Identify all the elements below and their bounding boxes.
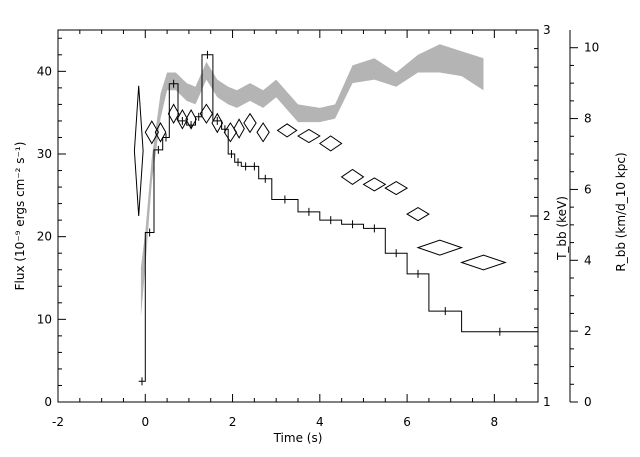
x-tick-label-5: 8	[491, 415, 499, 429]
y-left-tick-label-3: 30	[37, 147, 52, 161]
y-right-outer-tick-label-2: 4	[584, 253, 592, 267]
y-left-tick-label-0: 0	[44, 395, 52, 409]
x-tick-label-2: 2	[229, 415, 237, 429]
temperature-diamond-10	[243, 112, 257, 134]
y-axis-left-label: Flux (10⁻⁹ ergs cm⁻² s⁻¹)	[13, 142, 27, 291]
y-right-outer-tick-label-0: 0	[584, 395, 592, 409]
y-left-tick-label-1: 10	[37, 312, 52, 326]
temperature-diamond-14	[318, 135, 343, 152]
x-tick-label-3: 4	[316, 415, 324, 429]
temperature-diamond-20	[460, 254, 507, 271]
radius-band-layer	[140, 44, 484, 317]
y-left-tick-label-2: 20	[37, 230, 52, 244]
flux-histogram-line	[138, 54, 538, 382]
temperature-diamond-13	[297, 128, 321, 144]
temperature-diamond-12	[276, 123, 298, 138]
x-axis-label: Time (s)	[273, 431, 323, 445]
y-right-outer-tick-label-4: 8	[584, 112, 592, 126]
temperature-diamond-7	[211, 112, 224, 134]
temperature-diamond-0	[133, 85, 144, 217]
flux-histogram-layer	[138, 50, 538, 386]
temperature-diamond-16	[362, 177, 387, 192]
temperature-diamond-19	[416, 239, 464, 256]
y-right-outer-tick-label-5: 10	[584, 41, 599, 55]
y-right-outer-tick-label-3: 6	[584, 182, 592, 196]
y-right-inner-tick-label-1: 2	[543, 209, 551, 223]
temperature-diamond-1	[144, 120, 159, 145]
temperature-diamond-17	[384, 181, 409, 196]
y-axis-right-inner-label: T_bb (keV)	[555, 196, 569, 261]
temperature-diamond-18	[406, 207, 430, 222]
y-right-inner-tick-label-0: 1	[543, 395, 551, 409]
temperature-diamond-layer	[133, 85, 507, 271]
y-right-inner-tick-label-2: 3	[543, 23, 551, 37]
temperature-diamond-2	[154, 121, 167, 143]
x-tick-label-1: 0	[141, 415, 149, 429]
y-left-tick-label-4: 40	[37, 64, 52, 78]
temperature-diamond-4	[176, 108, 189, 130]
radius-band	[140, 44, 484, 317]
y-axis-right-outer-label: R_bb (km/d_10 kpc)	[614, 152, 628, 271]
x-tick-label-0: -2	[52, 415, 64, 429]
temperature-diamond-15	[340, 168, 365, 186]
temperature-diamond-3	[167, 103, 180, 125]
temperature-diamond-9	[233, 118, 245, 139]
x-tick-label-4: 6	[403, 415, 411, 429]
temperature-diamond-11	[256, 122, 270, 143]
y-right-outer-tick-label-1: 2	[584, 324, 592, 338]
